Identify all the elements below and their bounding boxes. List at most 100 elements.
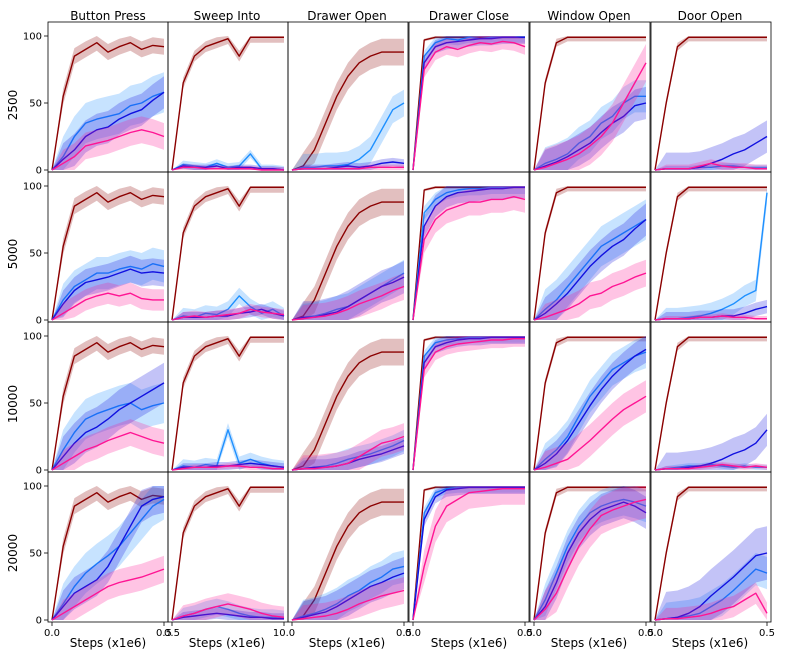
- series-band: [292, 437, 404, 470]
- series-line: [171, 486, 284, 621]
- panel: 0 50 100: [23, 321, 169, 477]
- series-line: [533, 498, 647, 621]
- series-line: [412, 186, 525, 321]
- series-line: [171, 465, 284, 471]
- series-line: [291, 351, 404, 471]
- series-band: [413, 336, 525, 470]
- series-line: [412, 338, 525, 471]
- series-band: [655, 120, 767, 170]
- series-band: [52, 186, 164, 320]
- series-band: [52, 76, 164, 170]
- series-line: [654, 336, 767, 471]
- panel-plot-area: [171, 36, 285, 171]
- series-band: [52, 247, 164, 320]
- row-labels: 2500 5000 10000 20000: [6, 90, 20, 572]
- column-title: Drawer Open: [307, 9, 387, 23]
- series-line: [291, 166, 404, 171]
- x-tick-label: 0.5: [396, 628, 412, 639]
- series-band: [292, 273, 404, 320]
- panel: [287, 171, 409, 323]
- series-line: [51, 263, 165, 321]
- series-line: [171, 166, 284, 171]
- series-band: [52, 36, 164, 170]
- series-band: [292, 577, 404, 620]
- panel-frame: [287, 471, 409, 623]
- series-band: [52, 72, 164, 170]
- y-tick-label: 50: [29, 399, 42, 410]
- panel-frame: [167, 321, 289, 473]
- series-band: [534, 380, 646, 470]
- panel-plot-area: [171, 336, 285, 471]
- series-line: [291, 589, 405, 621]
- row-label: 20000: [6, 534, 20, 572]
- series-line: [533, 62, 647, 171]
- panel: 0.5: [287, 471, 412, 639]
- panel: [408, 21, 530, 173]
- column-title: Drawer Close: [429, 9, 509, 23]
- panel-plot-area: [51, 486, 165, 621]
- panel: 0.0 0.5: [405, 471, 533, 639]
- series-band: [52, 419, 164, 470]
- series-line: [533, 36, 646, 171]
- series-line: [51, 91, 165, 171]
- series-band: [292, 261, 404, 320]
- y-tick-label: 100: [23, 332, 42, 343]
- series-band: [413, 36, 525, 170]
- panel-plot-area: [51, 186, 165, 321]
- series-line: [533, 395, 647, 471]
- x-tick-label: 0.0: [44, 628, 60, 639]
- series-band: [413, 186, 525, 320]
- series-band: [172, 423, 284, 470]
- series-band: [172, 336, 284, 470]
- panel: [529, 171, 651, 323]
- panel-plot-area: [654, 186, 768, 321]
- row-label: 2500: [6, 90, 20, 121]
- series-line: [51, 568, 165, 621]
- series-band: [292, 38, 404, 171]
- x-tick-label: 0.5: [156, 628, 172, 639]
- series-band: [534, 259, 646, 320]
- series-band: [534, 486, 646, 620]
- panel: 0.0 0.5: [526, 471, 654, 639]
- series-line: [51, 129, 165, 171]
- series-band: [534, 203, 646, 320]
- series-line: [291, 285, 405, 321]
- series-line: [51, 492, 165, 621]
- series-line: [51, 382, 165, 471]
- series-line: [533, 186, 646, 321]
- y-tick-label: 0: [36, 466, 42, 477]
- series-line: [171, 603, 285, 621]
- series-line: [51, 342, 165, 471]
- x-axis-label: Steps (x1e6): [309, 636, 386, 650]
- y-tick-label: 100: [23, 482, 42, 493]
- series-line: [291, 565, 405, 621]
- panel: [650, 21, 772, 173]
- x-axis-label: Steps (x1e6): [189, 636, 266, 650]
- series-line: [171, 186, 284, 321]
- x-tick-label: 0.5: [164, 628, 180, 639]
- panel-frame: [167, 171, 289, 323]
- series-band: [292, 557, 404, 620]
- panel: 0 50 100: [23, 21, 169, 177]
- column-title: Sweep Into: [194, 9, 261, 23]
- panel: 0 50 100: [23, 171, 169, 327]
- series-band: [292, 259, 404, 320]
- panel-plot-area: [412, 336, 525, 471]
- panel-plot-area: [51, 336, 165, 471]
- series-line: [654, 36, 767, 171]
- series-band: [534, 486, 646, 620]
- x-axis-labels: Steps (x1e6) Steps (x1e6) Steps (x1e6) S…: [70, 636, 749, 650]
- series-band: [172, 287, 284, 320]
- series-band: [172, 186, 284, 320]
- series-band: [534, 336, 646, 470]
- panel-plot-area: [291, 488, 405, 621]
- series-line: [171, 36, 284, 171]
- panel-plot-area: [654, 336, 768, 471]
- series-band: [52, 336, 164, 470]
- series-line: [291, 572, 405, 621]
- series-line: [533, 348, 647, 471]
- series-band: [52, 486, 164, 620]
- x-axis-label: Steps (x1e6): [672, 636, 749, 650]
- series-line: [533, 336, 646, 471]
